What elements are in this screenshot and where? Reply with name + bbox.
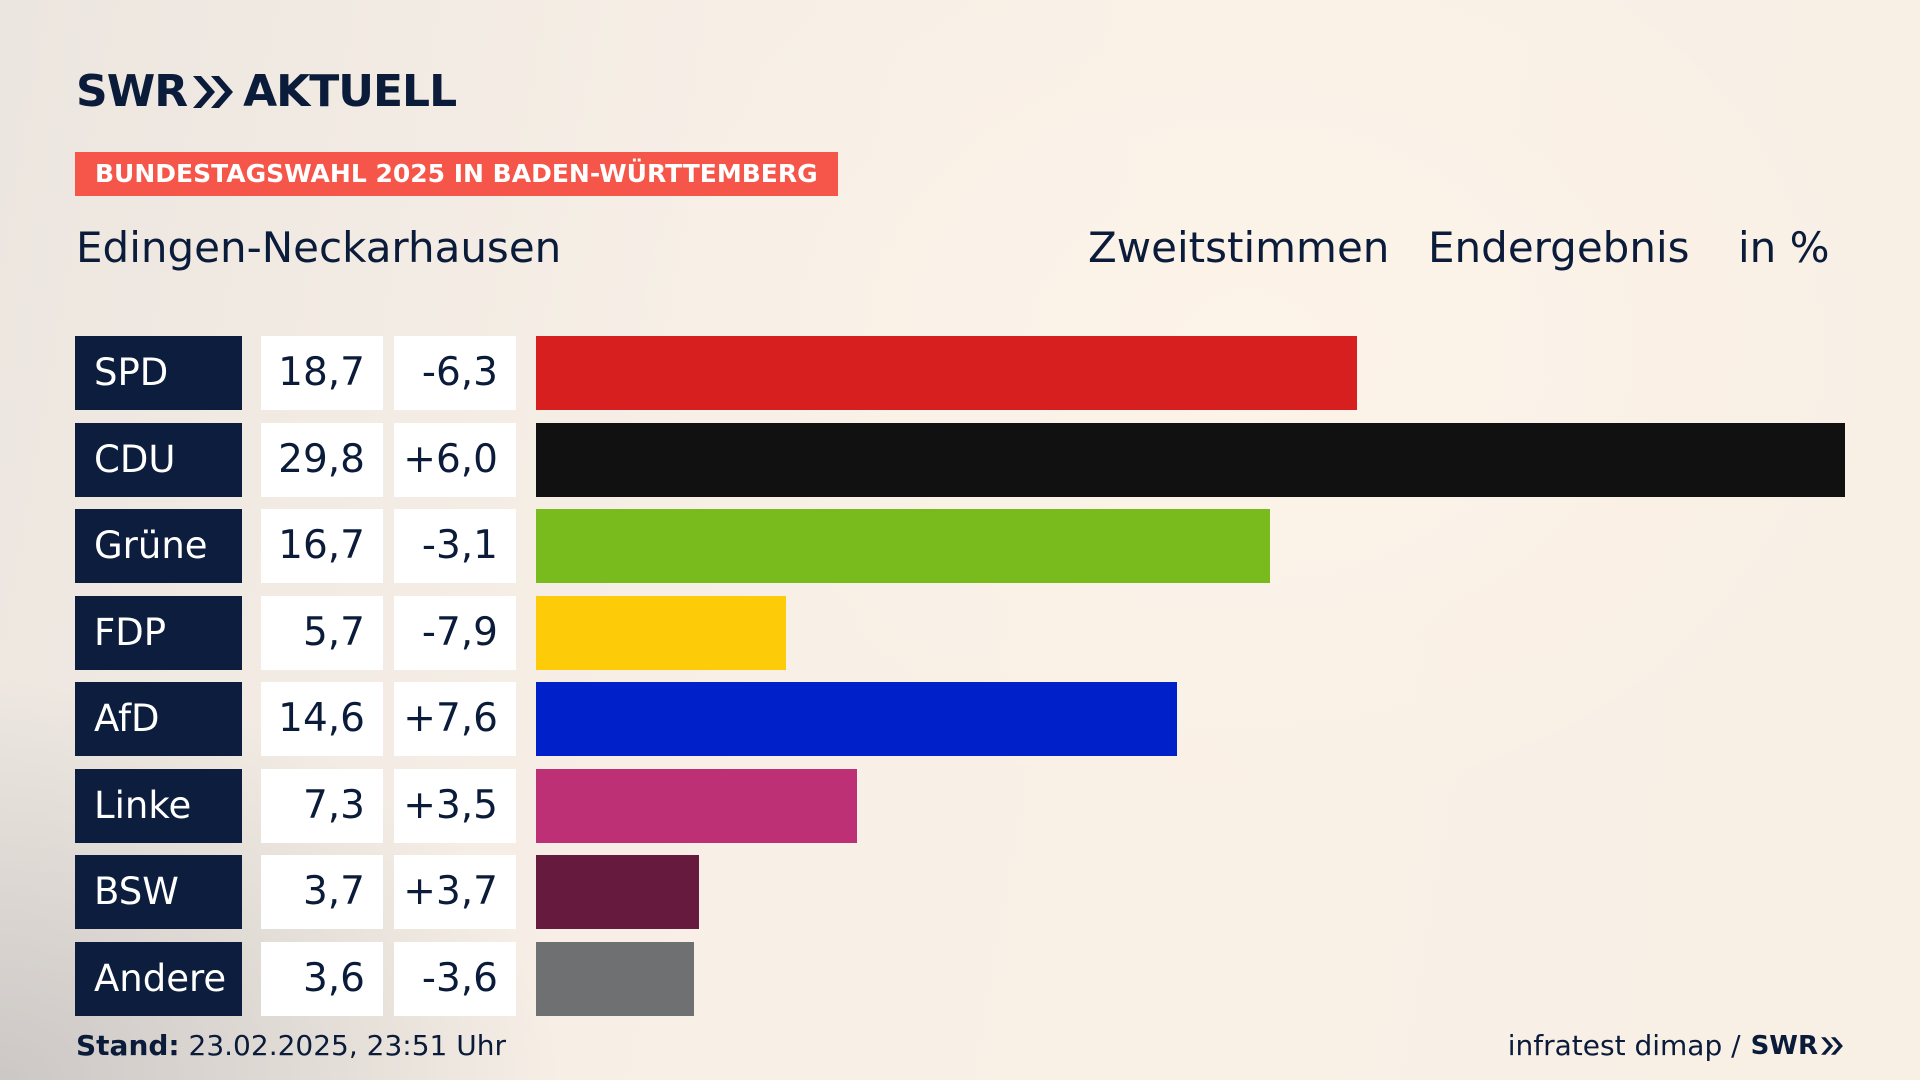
stand-value: 23.02.2025, 23:51 Uhr — [188, 1029, 506, 1062]
change-label: +3,7 — [394, 855, 516, 929]
result-bar — [536, 768, 857, 843]
change-label: -3,1 — [394, 509, 516, 583]
result-bar — [536, 509, 1270, 583]
result-bar — [536, 595, 787, 670]
result-row: Andere 3,6 -3,6 — [75, 941, 1845, 1016]
logo-brand: SWR — [76, 66, 188, 117]
result-bar — [536, 336, 1358, 410]
swr-aktuell-logo: SWR AKTUELL — [76, 66, 457, 117]
election-kicker: BUNDESTAGSWAHL 2025 IN BADEN-WÜRTTEMBERG — [75, 152, 838, 196]
result-bar — [536, 855, 699, 929]
source-text: infratest dimap / — [1507, 1029, 1741, 1062]
change-label: -7,9 — [394, 595, 516, 670]
vote-share-label: 18,7 — [261, 336, 383, 410]
party-label: CDU — [75, 422, 242, 497]
result-row: SPD 18,7 -6,3 — [75, 336, 1845, 410]
party-label: AfD — [75, 682, 242, 756]
result-row: BSW 3,7 +3,7 — [75, 855, 1845, 929]
place-title: Edingen-Neckarhausen — [76, 223, 562, 272]
timestamp: Stand: 23.02.2025, 23:51 Uhr — [76, 1028, 506, 1064]
vote-share-label: 7,3 — [261, 768, 383, 843]
party-label: Grüne — [75, 509, 242, 583]
unit-header: in % — [1738, 223, 1830, 272]
change-label: +3,5 — [394, 768, 516, 843]
vote-share-label: 14,6 — [261, 682, 383, 756]
result-row: CDU 29,8 +6,0 — [75, 422, 1845, 497]
logo-suffix: AKTUELL — [243, 66, 457, 117]
party-label: Andere — [75, 941, 242, 1016]
result-bar — [536, 422, 1845, 497]
change-label: -6,3 — [394, 336, 516, 410]
result-row: FDP 5,7 -7,9 — [75, 595, 1845, 670]
party-label: SPD — [75, 336, 242, 410]
change-label: +6,0 — [394, 422, 516, 497]
source-brand: SWR — [1751, 1028, 1844, 1064]
stand-label: Stand: — [76, 1029, 180, 1062]
result-row: Linke 7,3 +3,5 — [75, 768, 1845, 843]
vote-share-label: 29,8 — [261, 422, 383, 497]
vote-share-label: 5,7 — [261, 595, 383, 670]
party-label: Linke — [75, 768, 242, 843]
vote-type-header: Zweitstimmen — [1088, 223, 1390, 272]
result-bar — [536, 941, 695, 1016]
vote-share-label: 3,6 — [261, 941, 383, 1016]
result-bar — [536, 682, 1178, 756]
party-label: BSW — [75, 855, 242, 929]
result-row: Grüne 16,7 -3,1 — [75, 509, 1845, 583]
change-label: +7,6 — [394, 682, 516, 756]
status-header: Endergebnis — [1428, 223, 1690, 272]
double-chevron-icon — [193, 76, 234, 108]
source-brand-text: SWR — [1750, 1031, 1818, 1061]
double-chevron-small-icon — [1821, 1037, 1843, 1055]
result-row: AfD 14,6 +7,6 — [75, 682, 1845, 756]
source-credit: infratest dimap / SWR — [1508, 1028, 1844, 1064]
party-label: FDP — [75, 595, 242, 670]
vote-share-label: 3,7 — [261, 855, 383, 929]
change-label: -3,6 — [394, 941, 516, 1016]
vote-share-label: 16,7 — [261, 509, 383, 583]
